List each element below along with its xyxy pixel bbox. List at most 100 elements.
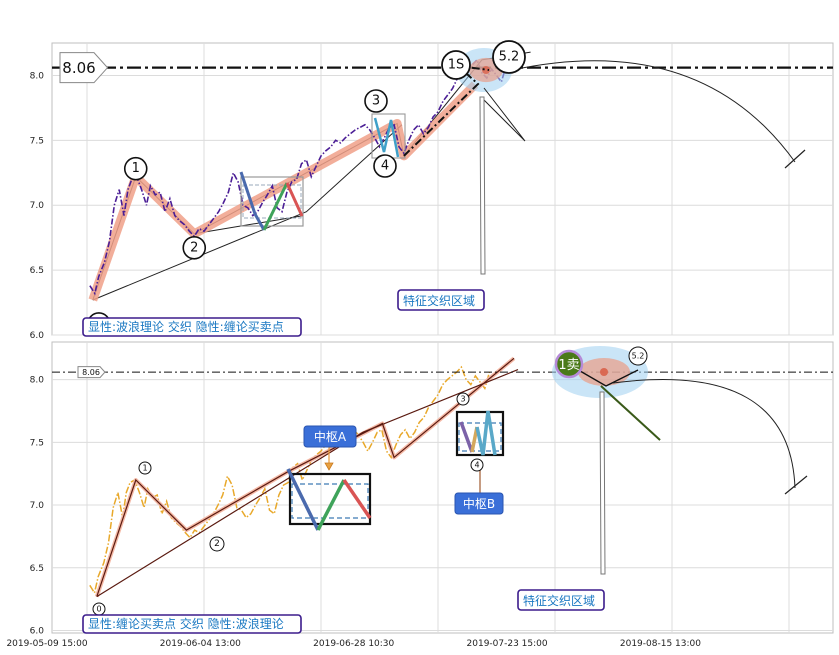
plot-area [51,42,834,336]
projection-arc-cap [784,475,808,495]
y-tick-label: 7.5 [30,136,44,146]
wave-node-circle [138,461,152,475]
wave-node-label: 1 [142,464,147,473]
wave-node-3: 3 [364,89,388,113]
center-b-box [455,410,505,457]
wave-extension [403,64,490,157]
sell-signal-circle [554,349,584,379]
wave-node-label: 3 [372,94,380,109]
center-b-label: 中枢B [463,496,495,511]
center-a-arrowhead [324,462,334,471]
wave-node-circle [364,89,388,113]
y-tick-label: 6.0 [30,331,45,341]
top-caption-box [82,317,302,337]
wave-node-label: 1S [448,58,465,73]
y-tick-label: 6.0 [30,626,45,636]
wave-node-label: 2 [190,240,198,255]
center-b-stroke-3 [475,410,497,456]
price-level-label: 8.06 [62,59,95,77]
center-a-label: 中枢A [314,429,347,444]
reversal-wedge-edge [600,385,661,441]
wave-reversal [483,87,526,142]
projection-arc [612,379,796,489]
signal-dot [600,368,608,376]
wave-node-label: 2 [214,539,220,549]
center-a-badge [303,425,357,448]
feature-zone-marker [599,391,606,575]
y-tick-label: 7.0 [30,201,45,211]
center-b-badge [454,492,504,515]
center-box [240,176,304,227]
sell-signal-label: 1卖 [558,358,579,373]
center-b-inner [458,422,502,452]
price-level-label: 8.06 [82,368,100,377]
x-tick-label: 2019-08-15 13:00 [620,639,701,649]
wave-node-circle [456,392,470,406]
wave-node-2: 2 [182,235,207,260]
wave-skeleton-link [194,215,304,235]
center-stroke-a [239,171,266,231]
y-tick-label: 7.0 [30,501,45,511]
top-panel: 6.06.57.07.58.08.06012341S5.2显性:波浪理论 交织 … [30,40,834,341]
bottom-caption: 显性:缠论买卖点 交织 隐性:波浪理论 [88,616,284,631]
y-tick-label: 6.5 [30,266,44,276]
x-tick-label: 2019-07-23 15:00 [467,639,548,649]
center-box-inner [242,184,302,219]
y-tick-label: 8.0 [30,71,45,81]
wave-node-4: 4 [470,458,484,472]
wave-node-1S: 1S [441,50,471,80]
wave-node-circle [182,235,207,260]
wave-node-label: 3 [460,395,465,404]
wave-node-3: 3 [456,392,470,406]
bottom-panel: 6.0 6.5 7.0 7.5 8.0 2019-05-09 15:00 2019-06-0… [6,341,834,649]
center-stroke-b [262,182,289,231]
bottom-zone-label-box [517,589,605,611]
wave-skeleton-secondary [96,369,519,598]
x-tick-label: 2019-05-09 15:00 [6,639,87,649]
feature-zone-marker [479,96,486,275]
top-zone-label-box [397,289,485,311]
wave-node-label: 1 [132,161,140,176]
wave-node-label: 4 [381,159,389,174]
signal-dot [482,66,490,74]
wave-node-circle [373,154,397,178]
wave-node-4: 4 [373,154,397,178]
wave-node-label: 5.2 [499,50,520,65]
wave-node-0: 0 [92,602,106,616]
projection-arc-cap [784,149,806,169]
price-level-tag [77,366,106,379]
y-tick-label: 7.5 [30,438,44,448]
center-stroke-small [373,117,400,158]
center-a-stroke-2 [316,479,346,531]
wave-node-2: 2 [209,536,225,552]
wave-node-1: 1 [138,461,152,475]
wave-node-circle [123,156,148,181]
wave-node-circle [470,458,484,472]
wave-node-circle [628,346,648,366]
y-tick-label: 8.0 [30,376,45,386]
wave-node-label: 0 [96,605,101,614]
wave-skeleton-secondary [92,124,403,301]
top-zone-label: 特征交织区域 [403,293,475,308]
wave-node-label: 5.2 [632,352,645,361]
center-stroke-c [285,182,304,217]
top-caption: 显性:波浪理论 交织 隐性:缠论买卖点 [88,319,284,334]
wave-node-circle [492,40,526,74]
center-a-stroke-1 [286,468,320,531]
wave-node-circle [441,50,471,80]
wave-node-circle [209,536,225,552]
plot-area [51,341,834,634]
wave-node-label: 4 [474,461,479,470]
bottom-caption-box [82,614,302,634]
wave-node-5.2: 5.2 [492,40,526,74]
center-b-stroke-1 [459,421,474,453]
x-tick-label: 2019-06-28 10:30 [313,639,394,649]
center-a-inner [291,483,369,519]
projection-arc [511,60,796,163]
center-a-box [288,472,372,526]
y-tick-label: 6.5 [30,564,44,574]
center-a-stroke-3 [342,479,372,519]
price-level-tag [59,52,109,84]
